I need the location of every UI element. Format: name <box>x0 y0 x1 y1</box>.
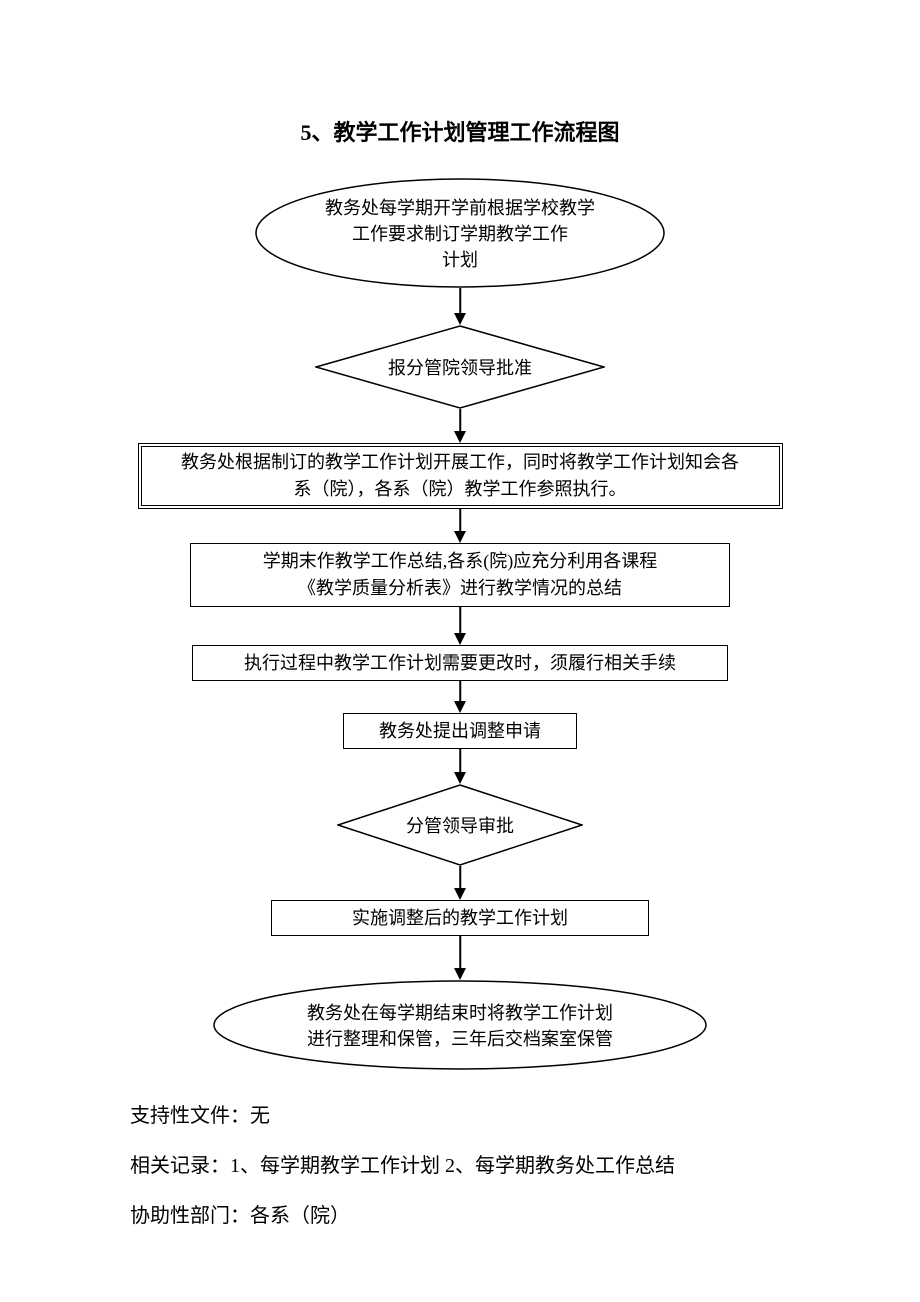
node-text: 学期末作教学工作总结,各系(院)应充分利用各课程《教学质量分析表》进行教学情况的… <box>253 544 668 606</box>
flowchart-node-n1: 教务处每学期开学前根据学校教学工作要求制订学期教学工作计划 <box>255 178 665 288</box>
arrow-head-icon <box>454 888 466 900</box>
flowchart-arrow <box>454 866 466 900</box>
flowchart-node-n6: 教务处提出调整申请 <box>343 713 577 749</box>
arrow-head-icon <box>454 701 466 713</box>
arrow-head-icon <box>454 968 466 980</box>
arrow-head-icon <box>454 772 466 784</box>
arrow-line <box>459 936 461 970</box>
arrow-line <box>459 866 461 890</box>
footer-line-0: 支持性文件：无 <box>130 1099 270 1128</box>
arrow-line <box>459 607 461 635</box>
arrow-line <box>459 288 461 315</box>
flowchart-node-n4: 学期末作教学工作总结,各系(院)应充分利用各课程《教学质量分析表》进行教学情况的… <box>190 543 730 607</box>
node-text: 教务处提出调整申请 <box>369 714 551 749</box>
flowchart-arrow <box>454 936 466 980</box>
flowchart-node-n3: 教务处根据制订的教学工作计划开展工作，同时将教学工作计划知会各系（院），各系（院… <box>138 443 783 509</box>
arrow-head-icon <box>454 431 466 443</box>
flowchart-arrow <box>454 288 466 325</box>
flowchart-node-n5: 执行过程中教学工作计划需要更改时，须履行相关手续 <box>192 645 728 681</box>
node-text: 报分管院领导批准 <box>315 325 605 409</box>
footer-line-2: 协助性部门：各系（院） <box>130 1199 350 1228</box>
node-text: 执行过程中教学工作计划需要更改时，须履行相关手续 <box>234 646 686 681</box>
page-title: 5、教学工作计划管理工作流程图 <box>0 115 920 147</box>
arrow-head-icon <box>454 531 466 543</box>
flowchart-node-n9: 教务处在每学期结束时将教学工作计划进行整理和保管，三年后交档案室保管 <box>213 980 707 1070</box>
node-text: 教务处每学期开学前根据学校教学工作要求制订学期教学工作计划 <box>285 182 635 284</box>
arrow-line <box>459 509 461 533</box>
flowchart-arrow <box>454 749 466 784</box>
node-text: 分管领导审批 <box>337 784 583 866</box>
node-text: 教务处在每学期结束时将教学工作计划进行整理和保管，三年后交档案室保管 <box>267 987 653 1063</box>
flowchart-node-n8: 实施调整后的教学工作计划 <box>271 900 649 936</box>
page-container: 5、教学工作计划管理工作流程图 教务处每学期开学前根据学校教学工作要求制订学期教… <box>0 0 920 1302</box>
flowchart-arrow <box>454 607 466 645</box>
arrow-line <box>459 749 461 774</box>
node-text: 实施调整后的教学工作计划 <box>342 901 578 936</box>
flowchart-arrow <box>454 409 466 443</box>
flowchart-node-n7: 分管领导审批 <box>337 784 583 866</box>
node-text: 教务处根据制订的教学工作计划开展工作，同时将教学工作计划知会各系（院），各系（院… <box>171 445 749 507</box>
footer-line-1: 相关记录：1、每学期教学工作计划 2、每学期教务处工作总结 <box>130 1149 675 1178</box>
arrow-head-icon <box>454 633 466 645</box>
arrow-head-icon <box>454 313 466 325</box>
arrow-line <box>459 681 461 703</box>
arrow-line <box>459 409 461 433</box>
flowchart-arrow <box>454 509 466 543</box>
flowchart-node-n2: 报分管院领导批准 <box>315 325 605 409</box>
flowchart-arrow <box>454 681 466 713</box>
